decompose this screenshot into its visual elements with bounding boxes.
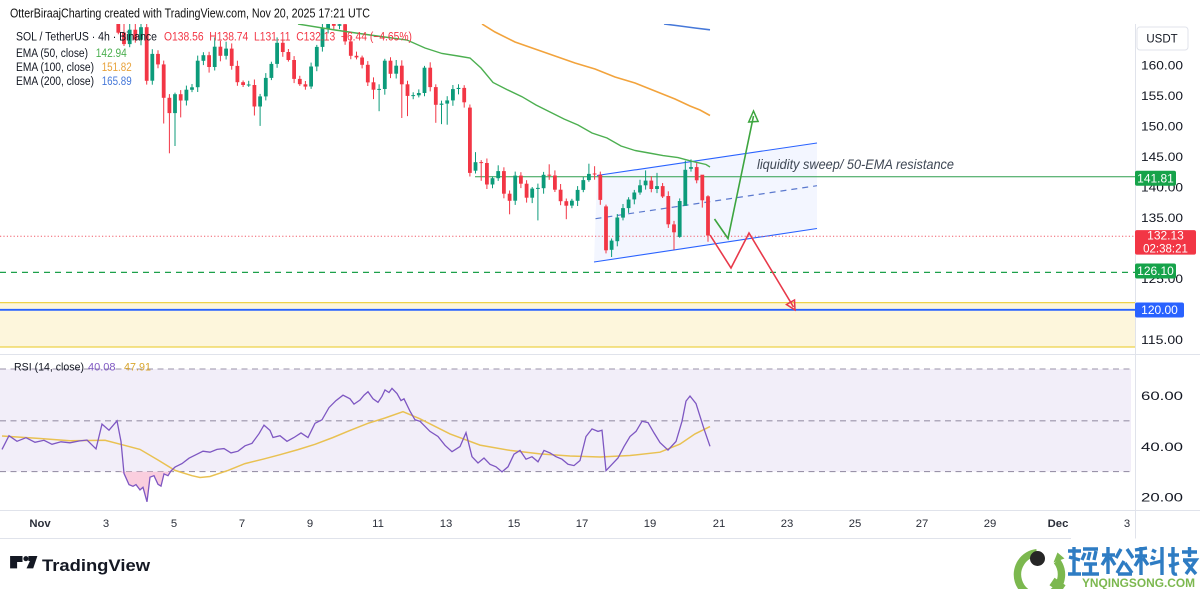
svg-text:15: 15 (508, 518, 521, 530)
svg-text:19: 19 (644, 518, 657, 530)
svg-text:141.81: 141.81 (1137, 172, 1174, 186)
svg-text:29: 29 (984, 518, 997, 530)
svg-text:151.82: 151.82 (102, 62, 132, 74)
svg-text:EMA (50, close): EMA (50, close) (16, 48, 88, 60)
svg-text:17: 17 (576, 518, 589, 530)
svg-text:Dec: Dec (1048, 518, 1069, 530)
svg-text:165.89: 165.89 (102, 76, 132, 88)
svg-text:23: 23 (781, 518, 794, 530)
svg-text:5: 5 (171, 518, 177, 530)
svg-text:Nov: Nov (29, 518, 51, 530)
svg-text:47.91: 47.91 (124, 362, 151, 374)
svg-text:27: 27 (916, 518, 929, 530)
svg-text:11: 11 (372, 518, 384, 530)
svg-text:USDT: USDT (1146, 34, 1177, 46)
svg-text:EMA (200, close): EMA (200, close) (16, 76, 94, 88)
svg-text:40.00: 40.00 (1141, 440, 1183, 454)
svg-text:132.13: 132.13 (1147, 229, 1184, 243)
svg-text:RSI (14, close): RSI (14, close) (14, 362, 84, 374)
svg-text:3: 3 (103, 518, 109, 530)
svg-text:3: 3 (1124, 518, 1130, 530)
svg-text:150.00: 150.00 (1141, 120, 1183, 134)
svg-text:02:38:21: 02:38:21 (1143, 244, 1188, 256)
svg-text:40.08: 40.08 (88, 362, 116, 374)
svg-text:155.00: 155.00 (1141, 89, 1183, 103)
svg-text:EMA (100, close): EMA (100, close) (16, 62, 94, 74)
svg-text:120.00: 120.00 (1141, 303, 1178, 317)
svg-text:13: 13 (440, 518, 453, 530)
svg-text:O138.56 H138.74 L131.11 C13: O138.56 H138.74 L131.11 C132.13 −6.44 (−… (164, 32, 412, 44)
svg-text:145.00: 145.00 (1141, 150, 1183, 164)
svg-text:YNQINGSONG.COM: YNQINGSONG.COM (1082, 576, 1195, 589)
svg-text:OtterBiraajCharting created wi: OtterBiraajCharting created with Trading… (10, 6, 370, 21)
svg-text:135.00: 135.00 (1141, 211, 1183, 225)
svg-text:TradingView: TradingView (42, 556, 151, 575)
svg-text:142.94: 142.94 (96, 48, 128, 60)
svg-text:SOL / TetherUS · 4h · Binance: SOL / TetherUS · 4h · Binance (16, 32, 157, 44)
svg-text:7: 7 (239, 518, 245, 530)
svg-text:160.00: 160.00 (1141, 59, 1183, 73)
svg-text:20.00: 20.00 (1141, 490, 1183, 504)
svg-text:25: 25 (849, 518, 862, 530)
svg-text:21: 21 (713, 518, 726, 530)
svg-text:126.10: 126.10 (1137, 264, 1174, 278)
svg-text:liquidity sweep/ 50-EMA resist: liquidity sweep/ 50-EMA resistance (757, 157, 954, 172)
svg-text:9: 9 (307, 518, 313, 530)
svg-text:115.00: 115.00 (1141, 333, 1183, 347)
svg-text:60.00: 60.00 (1141, 389, 1183, 403)
